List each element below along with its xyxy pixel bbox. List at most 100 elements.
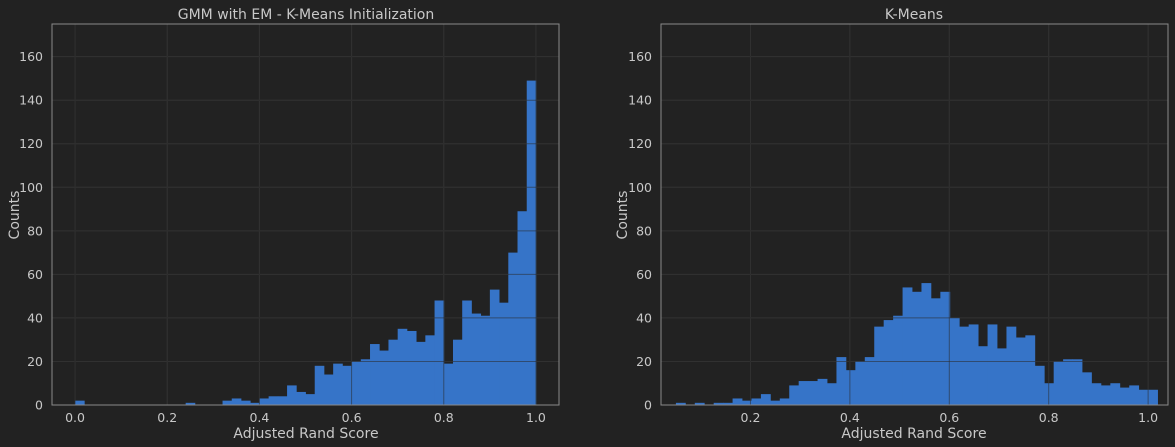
histogram-bar	[789, 385, 800, 405]
histogram-bar	[987, 324, 998, 405]
x-tick-label: 0.2	[157, 410, 177, 425]
histogram-bar	[978, 346, 988, 405]
histogram-bar	[997, 348, 1007, 405]
histogram-bar	[397, 328, 408, 405]
x-axis-label: Adjusted Rand Score	[841, 426, 986, 442]
x-tick-label: 0.2	[741, 410, 761, 425]
histogram-bar	[1148, 389, 1158, 405]
histogram-bar	[1119, 387, 1130, 405]
x-ticks: 0.0 0.2 0.4 0.6 0.8 1.0	[65, 410, 546, 425]
bars	[52, 24, 559, 406]
histogram-bar	[742, 400, 752, 405]
histogram-bar	[250, 402, 260, 405]
histogram-bar	[231, 398, 242, 405]
chart-title: GMM with EM - K-Means Initialization	[178, 7, 435, 23]
histogram-bar	[370, 344, 380, 405]
histogram-bar	[1006, 326, 1017, 405]
histogram-bar	[443, 363, 454, 405]
histogram-bar	[694, 402, 705, 405]
histogram-bar	[305, 394, 316, 405]
histogram-bar	[817, 378, 828, 405]
histogram-bar	[406, 330, 417, 405]
y-tick-label: 80	[27, 223, 43, 238]
y-tick-label: 100	[628, 180, 652, 195]
y-tick-label: 40	[27, 310, 43, 325]
histogram-bar	[675, 402, 686, 405]
histogram-bar	[940, 291, 951, 405]
x-tick-label: 0.6	[342, 410, 362, 425]
histogram-bar	[1025, 335, 1036, 405]
histogram-bar	[323, 374, 334, 405]
y-tick-label: 120	[19, 136, 43, 151]
histogram-bar	[222, 400, 233, 405]
y-tick-label: 0	[35, 398, 43, 413]
histogram-bar	[770, 400, 781, 405]
histogram-bar	[883, 320, 894, 405]
y-tick-label: 140	[19, 93, 43, 108]
histogram-bar	[751, 398, 762, 405]
histogram-bar	[921, 283, 932, 405]
histogram-bar	[1138, 389, 1149, 405]
x-tick-label: 0.6	[939, 410, 959, 425]
x-tick-label: 1.0	[526, 410, 546, 425]
histogram-bar	[779, 398, 790, 405]
histogram-bar	[296, 391, 306, 405]
bars	[661, 24, 1168, 406]
histogram-bar	[864, 357, 875, 405]
y-tick-label: 60	[27, 267, 43, 282]
y-tick-label: 60	[636, 267, 652, 282]
histogram-bar	[1100, 385, 1111, 405]
x-tick-label: 0.8	[434, 410, 454, 425]
y-ticks: 0 20 40 60 80 100 120 140 160	[19, 49, 43, 412]
y-tick-label: 140	[628, 93, 652, 108]
histogram-bar	[798, 381, 809, 405]
histogram-bar	[240, 400, 251, 405]
x-axis-label: Adjusted Rand Score	[233, 426, 378, 442]
histogram-bar	[1063, 359, 1073, 405]
histogram-bar	[827, 383, 837, 405]
histogram-bar	[968, 324, 979, 405]
histogram-bar	[1129, 385, 1140, 405]
histogram-bar	[930, 298, 941, 405]
y-tick-label: 40	[636, 310, 652, 325]
histogram-bar	[287, 385, 297, 405]
histogram-bar	[185, 402, 196, 405]
y-tick-label: 20	[636, 354, 652, 369]
x-tick-label: 1.0	[1138, 410, 1158, 425]
histogram-bar	[808, 381, 818, 405]
histogram-bar	[723, 402, 733, 405]
histogram-bar	[1082, 372, 1092, 405]
histogram-bar	[1015, 337, 1026, 405]
histogram-bar	[1091, 383, 1102, 405]
x-ticks: 0.2 0.4 0.6 0.8 1.0	[741, 410, 1159, 425]
histogram-bar	[425, 335, 435, 405]
histogram-bar	[1034, 365, 1045, 405]
y-axis-label: Counts	[615, 191, 631, 240]
histogram-bar	[471, 313, 482, 405]
x-tick-label: 0.0	[65, 410, 85, 425]
histogram-bar	[760, 394, 771, 405]
histogram-bar	[713, 402, 724, 405]
histogram-bar	[351, 361, 362, 405]
histogram-bar	[259, 398, 270, 405]
histogram-bar	[342, 365, 352, 405]
y-tick-label: 160	[628, 49, 652, 64]
histogram-bar	[333, 363, 343, 405]
histogram-bar	[902, 287, 913, 405]
histogram-bar	[388, 339, 399, 405]
histogram-bar	[480, 315, 491, 405]
histogram-bar	[1110, 383, 1121, 405]
y-tick-label: 80	[636, 223, 652, 238]
histogram-bar	[360, 359, 371, 405]
histogram-bar	[893, 315, 903, 405]
histogram-bar	[75, 400, 85, 405]
y-ticks: 0 20 40 60 80 100 120 140 160	[628, 49, 652, 412]
y-tick-label: 160	[19, 49, 43, 64]
y-axis-label: Counts	[7, 191, 23, 240]
histogram-bar	[508, 252, 518, 405]
y-tick-label: 120	[628, 136, 652, 151]
histogram-bar	[277, 396, 288, 405]
histogram-bar	[434, 300, 445, 405]
histogram-bar	[314, 365, 325, 405]
